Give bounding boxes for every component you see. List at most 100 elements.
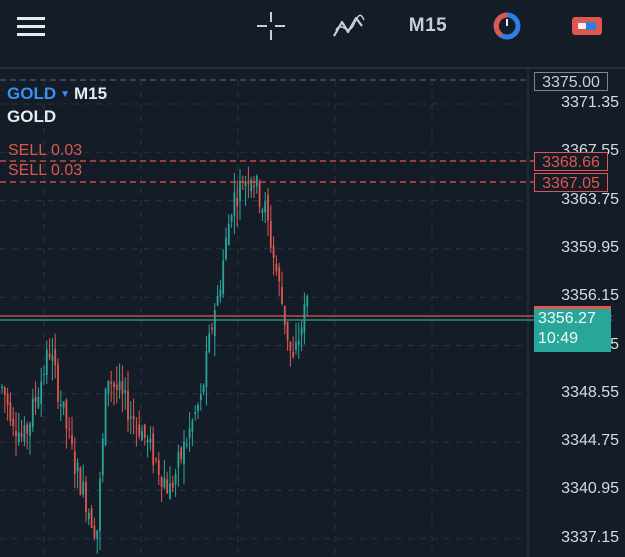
candle-body bbox=[59, 404, 62, 407]
candle-body bbox=[149, 438, 152, 443]
candle-body bbox=[82, 481, 85, 495]
candle-body bbox=[295, 341, 297, 350]
bid-price: 3356.27 bbox=[538, 310, 596, 327]
candle-body bbox=[292, 351, 295, 358]
candle-body bbox=[166, 479, 169, 494]
candle-body bbox=[236, 197, 239, 207]
candle-body bbox=[183, 441, 185, 465]
candle-body bbox=[174, 473, 177, 485]
order-label-sell-2[interactable]: SELL 0.03 bbox=[8, 162, 83, 179]
candle-body bbox=[48, 353, 51, 358]
candle-body bbox=[118, 381, 121, 391]
candle-body bbox=[135, 426, 138, 428]
candle-body bbox=[169, 483, 171, 499]
candle-body bbox=[54, 348, 57, 366]
candle-body bbox=[29, 423, 31, 436]
candle-body bbox=[45, 349, 48, 375]
order-label-sell-1[interactable]: SELL 0.03 bbox=[8, 142, 83, 159]
price-box-top: 3375.00 bbox=[534, 72, 608, 91]
candle-body bbox=[62, 401, 65, 408]
price-axis-label: 3344.75 bbox=[561, 432, 619, 450]
candle-body bbox=[247, 180, 250, 184]
candle-body bbox=[85, 481, 87, 513]
candle-body bbox=[227, 223, 230, 246]
candle-body bbox=[194, 411, 197, 414]
top-toolbar: M15 bbox=[0, 0, 625, 52]
candle-body bbox=[73, 451, 76, 475]
bid-price-box: 3356.27 10:49 bbox=[534, 306, 611, 352]
candle-body bbox=[12, 418, 15, 427]
symbol-name[interactable]: GOLD bbox=[7, 84, 57, 103]
candle-body bbox=[132, 416, 135, 420]
trade-icon[interactable] bbox=[567, 0, 607, 52]
candle-body bbox=[146, 439, 149, 443]
chevron-down-icon[interactable]: ▼ bbox=[60, 88, 71, 100]
candle-body bbox=[191, 420, 194, 432]
candle-body bbox=[115, 384, 118, 390]
candle-body bbox=[157, 460, 160, 475]
chart-timeframe: M15 bbox=[74, 84, 108, 103]
candle-body bbox=[244, 182, 247, 187]
candle-body bbox=[267, 195, 269, 221]
order-price-box-1[interactable]: 3368.66 bbox=[534, 152, 608, 171]
candle-body bbox=[272, 245, 275, 258]
crosshair-icon[interactable] bbox=[252, 0, 290, 52]
candle-body bbox=[15, 431, 17, 437]
candle-body bbox=[225, 237, 227, 260]
candle-body bbox=[289, 341, 292, 351]
candle-body bbox=[278, 266, 281, 281]
indicators-icon[interactable] bbox=[330, 0, 368, 52]
timeframe-button[interactable]: M15 bbox=[408, 15, 448, 36]
candle-body bbox=[3, 387, 6, 396]
price-axis-label: 3356.15 bbox=[561, 287, 619, 305]
order-price-box-2[interactable]: 3367.05 bbox=[534, 173, 608, 192]
candle-body bbox=[180, 447, 183, 460]
candle-body bbox=[99, 478, 101, 532]
candle-body bbox=[141, 431, 143, 441]
candle-body bbox=[57, 364, 59, 402]
candle-body bbox=[76, 462, 79, 472]
candle-body bbox=[79, 467, 82, 496]
candle-body bbox=[216, 295, 219, 306]
candle-body bbox=[160, 477, 163, 487]
candle-body bbox=[275, 263, 278, 272]
candle-body bbox=[213, 310, 216, 337]
candle-body bbox=[110, 381, 113, 384]
candle-body bbox=[68, 429, 71, 431]
price-axis-label: 3371.35 bbox=[561, 94, 619, 111]
candle-body bbox=[253, 185, 255, 188]
candle-body bbox=[205, 351, 208, 387]
candle-body bbox=[297, 340, 300, 345]
candle-body bbox=[129, 416, 132, 419]
candle-body bbox=[34, 396, 37, 402]
candle-body bbox=[121, 381, 124, 394]
hamburger-menu-icon[interactable] bbox=[12, 0, 50, 52]
candle-body bbox=[51, 355, 54, 361]
candle-body bbox=[143, 424, 146, 438]
candle-body bbox=[20, 433, 23, 437]
candle-body bbox=[9, 402, 12, 422]
price-axis-label: 3340.95 bbox=[561, 480, 619, 498]
candle-body bbox=[124, 390, 127, 393]
candle-body bbox=[26, 424, 29, 434]
candle-body bbox=[185, 444, 188, 446]
price-axis-label: 3359.95 bbox=[561, 238, 619, 256]
bar-countdown: 10:49 bbox=[538, 330, 579, 347]
price-axis-label: 3337.15 bbox=[561, 528, 619, 546]
candle-body bbox=[241, 188, 244, 190]
candle-body bbox=[31, 398, 34, 428]
candle-body bbox=[93, 525, 96, 539]
candle-body bbox=[264, 201, 267, 213]
candle-body bbox=[258, 182, 261, 207]
candle-body bbox=[138, 424, 141, 436]
candle-body bbox=[6, 393, 9, 405]
candle-body bbox=[87, 512, 90, 520]
clock-icon[interactable] bbox=[490, 0, 524, 52]
candle-body bbox=[286, 321, 289, 341]
candle-body bbox=[43, 374, 45, 376]
symbol-header[interactable]: GOLD ▼ M15 bbox=[7, 84, 107, 104]
candle-body bbox=[90, 508, 93, 528]
candle-body bbox=[269, 221, 272, 248]
candle-body bbox=[306, 296, 309, 307]
